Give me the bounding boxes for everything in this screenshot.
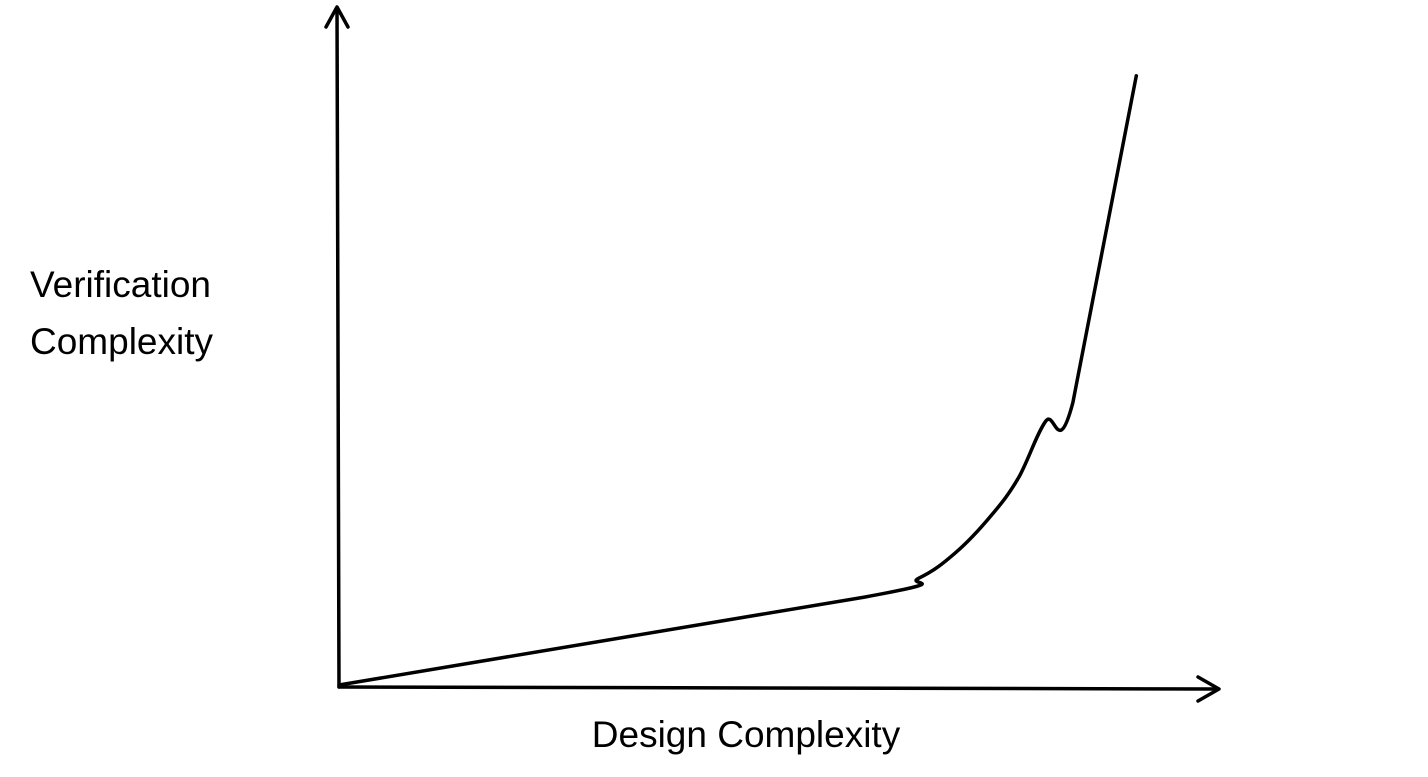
- y-axis-label-line-1: Verification: [30, 264, 211, 305]
- x-axis-label: Design Complexity: [592, 714, 901, 755]
- x-axis: [337, 685, 1220, 691]
- series-line-0: [337, 74, 1139, 687]
- y-axis-label: Verification Complexity: [30, 264, 221, 362]
- series-layer: [337, 74, 1139, 687]
- y-axis-arrowhead: [324, 5, 350, 29]
- x-axis-arrowhead: [1196, 675, 1221, 703]
- axes: [324, 5, 1221, 703]
- y-axis: [335, 6, 341, 689]
- y-axis-label-line-2: Complexity: [30, 321, 213, 362]
